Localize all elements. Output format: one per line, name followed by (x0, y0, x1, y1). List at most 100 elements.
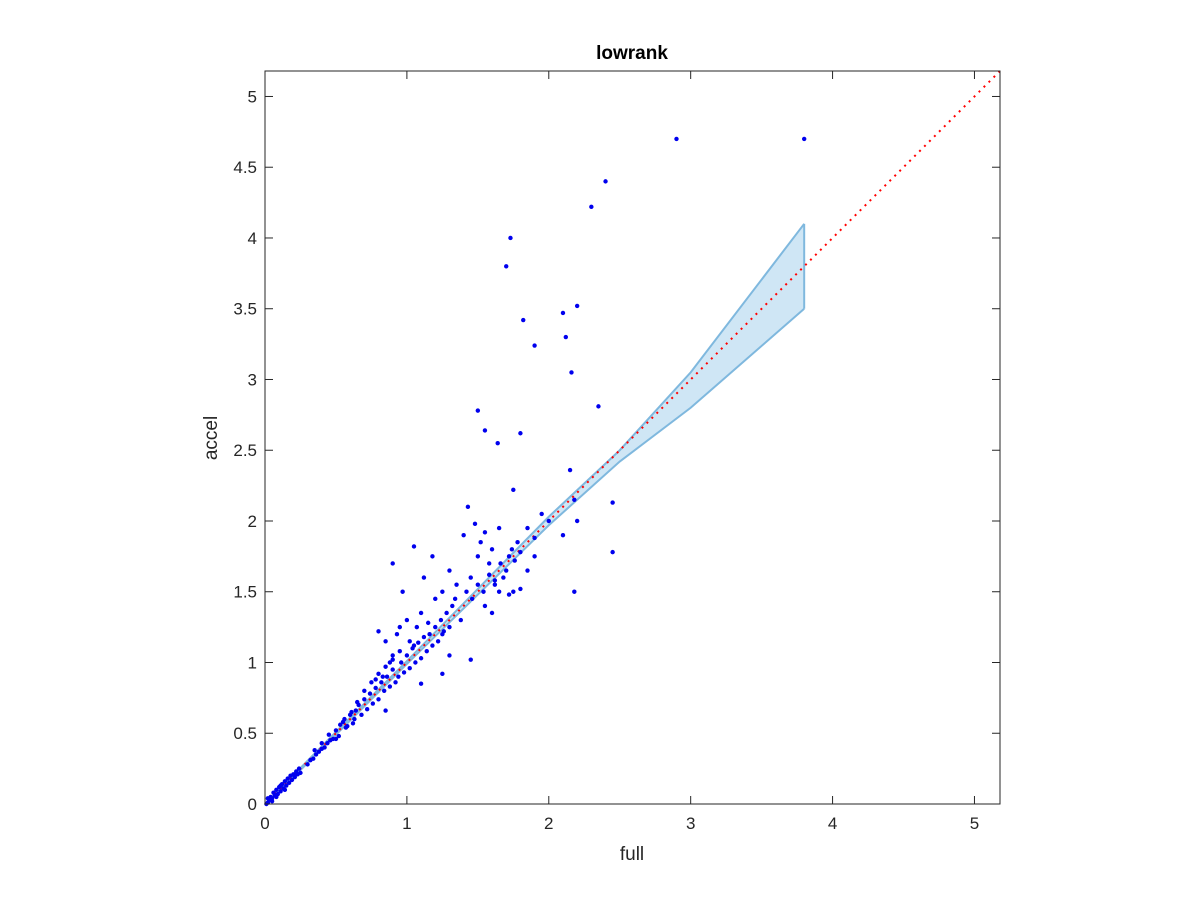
x-tick-label: 5 (970, 814, 979, 833)
data-point (610, 549, 615, 555)
data-point (333, 736, 339, 742)
data-point (333, 728, 339, 733)
data-point (468, 657, 473, 662)
data-point (376, 697, 381, 702)
data-point (504, 568, 509, 573)
data-point (359, 712, 364, 718)
data-point (603, 179, 608, 184)
data-point (390, 667, 395, 672)
data-point (286, 780, 292, 785)
data-point (418, 681, 424, 686)
x-tick-label: 3 (686, 814, 695, 833)
data-point (370, 701, 376, 706)
data-point (421, 575, 427, 580)
data-point (390, 653, 395, 658)
data-point (313, 752, 319, 757)
data-point (486, 572, 492, 577)
data-point (326, 732, 332, 737)
data-point (489, 610, 495, 616)
data-point (521, 317, 526, 323)
y-tick-label: 4.5 (233, 158, 257, 177)
data-point (416, 640, 421, 645)
data-point (362, 697, 367, 702)
data-point (414, 624, 420, 630)
data-point (350, 721, 356, 726)
data-point (475, 582, 481, 587)
data-point (407, 639, 412, 644)
data-point (563, 334, 569, 340)
data-point (401, 670, 407, 675)
data-point (311, 756, 316, 761)
data-point (345, 723, 350, 729)
y-axis-label: accel (201, 416, 222, 460)
x-tick-label: 2 (544, 814, 553, 833)
y-tick-label: 2 (248, 512, 257, 531)
data-point (589, 204, 594, 210)
data-point (390, 561, 395, 566)
data-point (384, 674, 390, 679)
data-point (492, 582, 498, 587)
data-point (418, 656, 424, 661)
data-point (465, 504, 471, 510)
data-point (407, 665, 412, 671)
data-point (525, 568, 530, 573)
x-tick-label: 0 (260, 814, 269, 833)
data-point (501, 575, 506, 580)
data-point (469, 596, 475, 602)
data-point (440, 671, 445, 677)
data-point (390, 657, 395, 662)
data-point (404, 617, 410, 623)
reference-line-layer (264, 70, 1001, 805)
data-point (532, 343, 537, 348)
data-point (435, 639, 441, 644)
data-point (610, 500, 615, 505)
data-point (452, 596, 458, 602)
data-point (475, 554, 481, 559)
data-point (362, 688, 367, 693)
data-point (489, 547, 495, 552)
data-point (399, 660, 404, 665)
data-point (482, 530, 488, 535)
y-tick-label: 0.5 (233, 724, 257, 743)
data-point (441, 629, 446, 634)
data-point (418, 610, 424, 616)
data-point (411, 544, 417, 549)
data-point (495, 440, 500, 446)
data-point (468, 575, 473, 580)
data-point (447, 653, 452, 658)
data-point (674, 136, 679, 142)
y-tick-label: 5 (248, 87, 257, 106)
y-tick-label: 3.5 (233, 300, 257, 319)
data-point (574, 518, 580, 524)
data-point (421, 634, 427, 640)
data-point (387, 684, 393, 689)
data-point (430, 554, 435, 559)
axes-layer: 0 1 2 3 4 5 0 0.5 1 1.5 2 2.5 3 3.5 4 4.5 5 (233, 70, 1001, 833)
data-point (498, 561, 503, 566)
data-point (322, 745, 327, 750)
data-point (316, 749, 322, 754)
data-point (397, 624, 402, 630)
data-point (472, 521, 478, 527)
data-point (482, 428, 488, 433)
data-point (509, 547, 515, 552)
data-point (506, 592, 512, 597)
data-point (427, 631, 432, 637)
data-point (515, 540, 520, 545)
data-point (801, 136, 807, 142)
data-point (274, 787, 279, 793)
data-point (292, 774, 297, 780)
data-point (364, 706, 370, 712)
data-point (518, 586, 523, 592)
data-point (430, 643, 435, 648)
data-point (278, 789, 283, 794)
data-point (376, 671, 381, 677)
x-axis-label: full (620, 844, 644, 865)
plot-box (264, 70, 1001, 805)
y-tick-label: 3 (248, 370, 257, 389)
data-point (381, 688, 387, 693)
data-point (342, 716, 347, 722)
data-point (461, 532, 466, 538)
